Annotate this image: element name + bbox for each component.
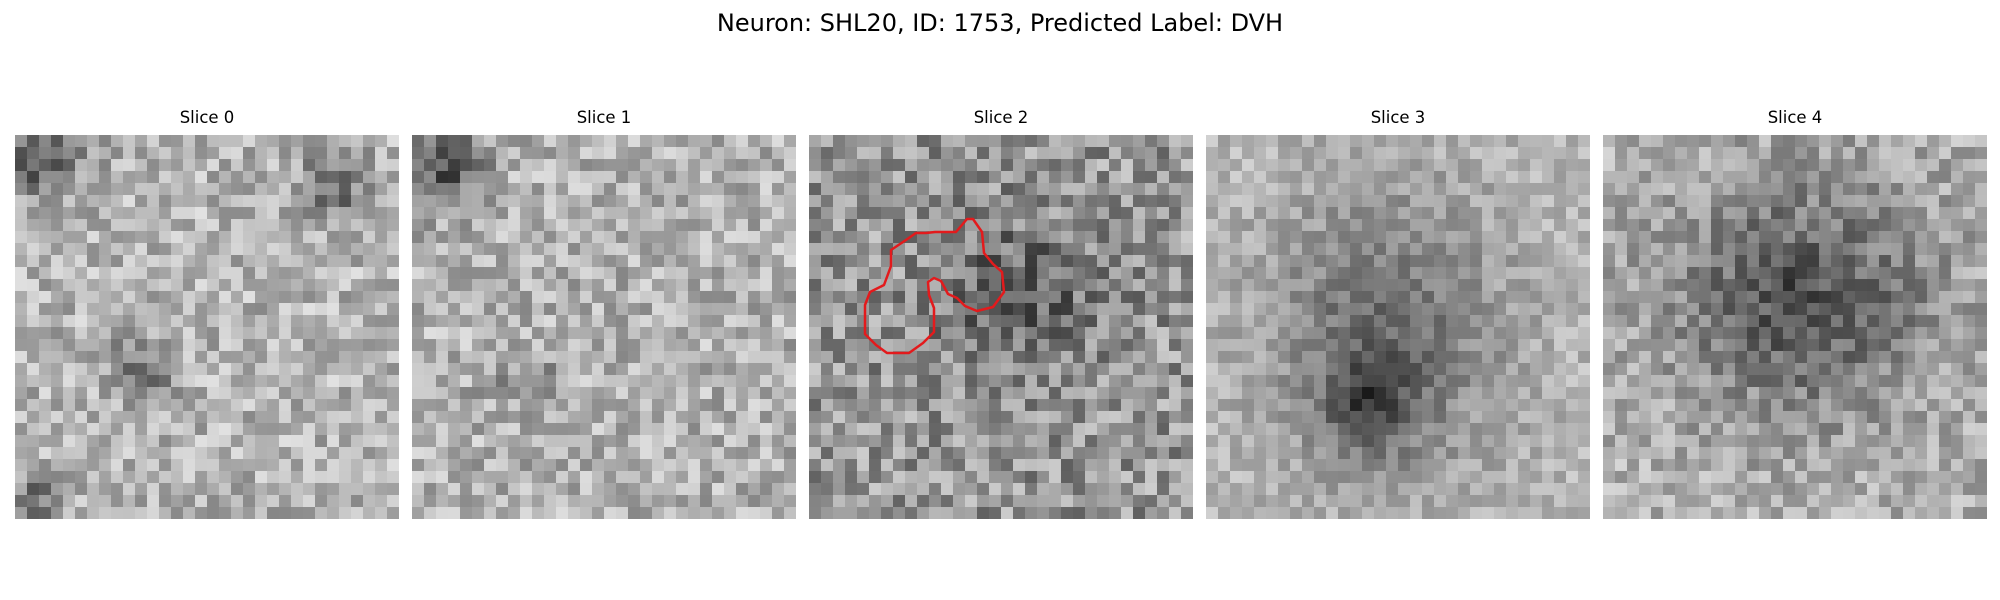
slice-4-pixels bbox=[1603, 135, 1987, 519]
slice-title: Slice 0 bbox=[179, 108, 235, 127]
neuron-outline bbox=[863, 217, 1006, 355]
slice-2-image bbox=[809, 135, 1193, 519]
slice-3-pixels bbox=[1206, 135, 1590, 519]
slice-0-image bbox=[15, 135, 399, 519]
slice-1-pixels bbox=[412, 135, 796, 519]
slice-title: Slice 1 bbox=[576, 108, 632, 127]
slice-panel-2: Slice 2 bbox=[809, 108, 1193, 519]
slice-4-image bbox=[1603, 135, 1987, 519]
slice-3-image bbox=[1206, 135, 1590, 519]
slice-title: Slice 2 bbox=[973, 108, 1029, 127]
slice-title: Slice 3 bbox=[1370, 108, 1426, 127]
slice-1-image bbox=[412, 135, 796, 519]
slice-panel-4: Slice 4 bbox=[1603, 108, 1987, 519]
slice-2-pixels bbox=[809, 135, 1193, 519]
figure-title: Neuron: SHL20, ID: 1753, Predicted Label… bbox=[716, 9, 1284, 37]
slice-panel-0: Slice 0 bbox=[15, 108, 399, 519]
slice-0-pixels bbox=[15, 135, 399, 519]
slice-panel-3: Slice 3 bbox=[1206, 108, 1590, 519]
slice-title: Slice 4 bbox=[1767, 108, 1823, 127]
slice-panel-1: Slice 1 bbox=[412, 108, 796, 519]
